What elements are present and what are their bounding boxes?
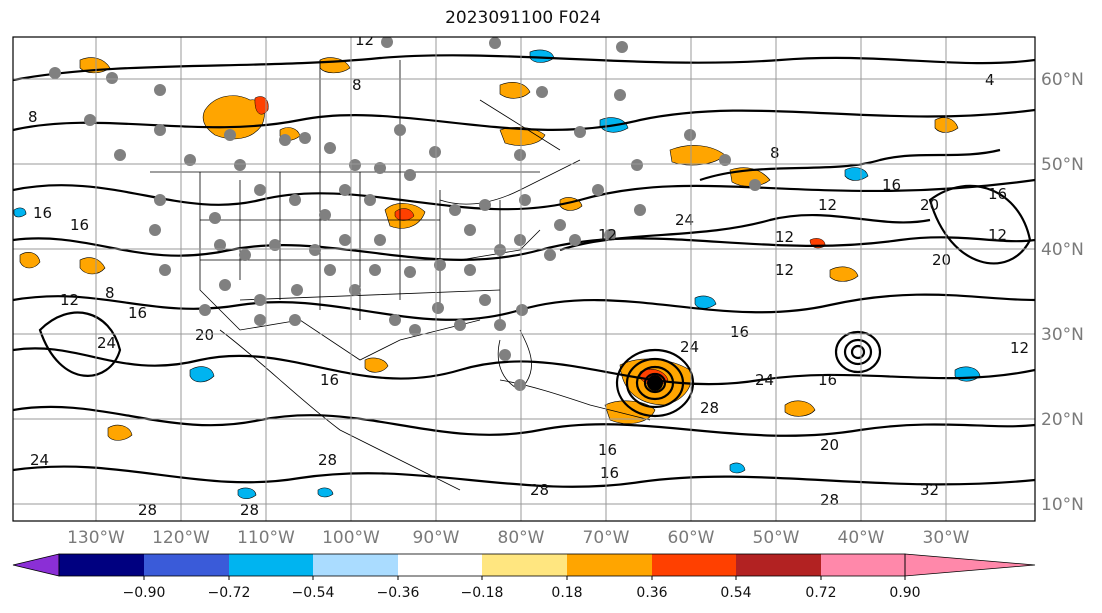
colorbar-bin	[482, 554, 567, 576]
colorbar-bin	[229, 554, 313, 576]
colorbar-tick: 0.54	[720, 585, 751, 601]
contour-label: 16	[320, 371, 339, 389]
contour-label: 20	[932, 251, 951, 269]
colorbar-extend-min	[12, 553, 60, 577]
lon-label: 70°W	[583, 528, 630, 548]
contour-label: 24	[675, 211, 694, 229]
colorbar-bin	[144, 554, 229, 576]
contour-label: 8	[352, 76, 362, 94]
lon-label: 80°W	[498, 528, 545, 548]
contour-label: 24	[680, 338, 699, 356]
contour-label: 16	[128, 304, 147, 322]
contour-label: 16	[70, 216, 89, 234]
lon-label: 50°W	[753, 528, 800, 548]
contour-label: 8	[105, 284, 115, 302]
lon-label: 120°W	[152, 528, 210, 548]
contour-label: 28	[820, 491, 839, 509]
contour-label: 16	[988, 185, 1007, 203]
colorbar-tick: −0.36	[377, 585, 420, 601]
lon-label: 40°W	[838, 528, 885, 548]
map-title: 2023091100 F024	[445, 8, 601, 28]
colorbar-tick: −0.90	[123, 585, 166, 601]
contour-label: 24	[755, 371, 774, 389]
graticule	[13, 37, 1035, 521]
contour-label: 16	[818, 371, 837, 389]
colorbar-bin	[652, 554, 736, 576]
colorbar-tick: 0.90	[889, 585, 920, 601]
contour-label: 28	[700, 399, 719, 417]
contour-label: 12	[988, 226, 1007, 244]
colorbar-tick: −0.72	[208, 585, 251, 601]
contour-label: 28	[138, 501, 157, 519]
colorbar-bin	[567, 554, 652, 576]
contour-label: 28	[240, 501, 259, 519]
contour-label: 16	[598, 441, 617, 459]
colorbar-bin	[313, 554, 398, 576]
colorbar-bin	[736, 554, 821, 576]
contour-label: 24	[97, 334, 116, 352]
lat-label: 40°N	[1041, 240, 1084, 260]
contour-label: 8	[770, 144, 780, 162]
lon-label: 130°W	[67, 528, 125, 548]
contour-label: 16	[600, 464, 619, 482]
lon-label: 100°W	[322, 528, 380, 548]
map-field: 8 8 8 4 12 16 16 16 16 24 24 24 24 28 28…	[13, 31, 1035, 521]
contour-label: 28	[530, 481, 549, 499]
contour-label: 12	[60, 291, 79, 309]
colorbar-tick: −0.54	[292, 585, 335, 601]
contour-label: 12	[1010, 339, 1029, 357]
colorbar-bin	[821, 554, 905, 576]
lat-label: 50°N	[1041, 155, 1084, 175]
colorbar-tick: −0.18	[461, 585, 504, 601]
colorbar-bin	[59, 554, 144, 576]
longitude-labels: 130°W 120°W 110°W 100°W 90°W 80°W 70°W 6…	[67, 528, 970, 548]
lat-label: 30°N	[1041, 325, 1084, 345]
latitude-labels: 60°N 50°N 40°N 30°N 20°N 10°N	[1041, 70, 1084, 515]
lat-label: 60°N	[1041, 70, 1084, 90]
contour-label: 16	[882, 176, 901, 194]
contour-label: 12	[598, 226, 617, 244]
lon-label: 90°W	[413, 528, 460, 548]
lon-label: 110°W	[237, 528, 295, 548]
lon-label: 30°W	[923, 528, 970, 548]
contour-label: 12	[775, 261, 794, 279]
contour-label: 4	[985, 71, 995, 89]
colorbar-extend-max	[904, 553, 1036, 577]
contour-label: 20	[820, 436, 839, 454]
colorbar-bin	[398, 554, 482, 576]
colorbar: −0.90 −0.72 −0.54 −0.36 −0.18 0.18 0.36 …	[12, 553, 1036, 601]
map-frame	[12, 36, 1036, 522]
contour-label: 32	[920, 481, 939, 499]
contour-label: 8	[28, 108, 38, 126]
contour-label: 12	[775, 228, 794, 246]
contour-label: 12	[818, 196, 837, 214]
contour-label: 20	[920, 196, 939, 214]
colorbar-tick: 0.72	[805, 585, 836, 601]
lon-label: 60°W	[668, 528, 715, 548]
contour-label: 20	[195, 326, 214, 344]
colorbar-tick: 0.36	[636, 585, 667, 601]
station-markers	[49, 37, 761, 391]
contour-label: 28	[318, 451, 337, 469]
contour-label: 12	[355, 31, 374, 49]
hurricane-eye	[647, 375, 663, 391]
contour-label: 24	[30, 451, 49, 469]
contour-label: 16	[730, 323, 749, 341]
contour-label: 16	[33, 204, 52, 222]
lat-label: 10°N	[1041, 495, 1084, 515]
lat-label: 20°N	[1041, 410, 1084, 430]
colorbar-tick: 0.18	[551, 585, 582, 601]
